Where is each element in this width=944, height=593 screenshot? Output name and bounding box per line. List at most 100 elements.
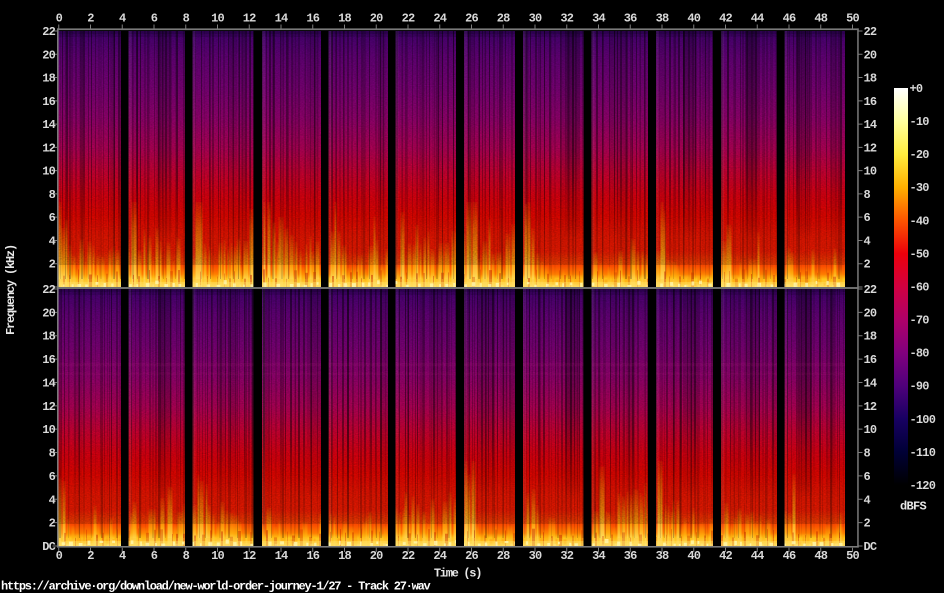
svg-text:10: 10 [864,423,877,437]
svg-text:20: 20 [370,549,383,563]
svg-text:2: 2 [864,258,871,272]
svg-text:16: 16 [42,95,55,109]
svg-text:20: 20 [42,48,55,62]
svg-text:DC: DC [42,540,55,554]
svg-text:16: 16 [42,353,55,367]
svg-text:22: 22 [402,12,415,26]
svg-text:22: 22 [42,25,55,39]
svg-text:40: 40 [687,12,700,26]
svg-text:-110: -110 [910,446,936,460]
svg-text:2: 2 [87,12,94,26]
svg-text:16: 16 [864,95,877,109]
svg-text:-10: -10 [910,115,930,129]
svg-text:26: 26 [465,12,478,26]
svg-text:Frequency (kHz): Frequency (kHz) [4,245,18,335]
svg-text:4: 4 [49,493,56,507]
svg-text:https://archive·org/download/n: https://archive·org/download/new-world-o… [1,580,431,593]
svg-text:10: 10 [42,165,55,179]
svg-text:30: 30 [529,12,542,26]
svg-text:-90: -90 [910,380,930,394]
svg-text:18: 18 [338,549,351,563]
svg-text:-120: -120 [910,479,936,493]
svg-text:DC: DC [864,540,877,554]
svg-text:6: 6 [151,12,158,26]
svg-text:42: 42 [719,12,732,26]
svg-text:10: 10 [42,423,55,437]
svg-text:2: 2 [87,549,94,563]
svg-text:Time (s): Time (s) [434,567,481,581]
svg-text:6: 6 [864,470,871,484]
svg-text:14: 14 [42,377,55,391]
svg-text:12: 12 [243,549,256,563]
svg-text:22: 22 [864,283,877,297]
svg-text:46: 46 [783,549,796,563]
svg-text:26: 26 [465,549,478,563]
svg-text:8: 8 [183,549,190,563]
svg-text:38: 38 [656,549,669,563]
svg-text:36: 36 [624,549,637,563]
svg-text:-100: -100 [910,413,936,427]
svg-text:14: 14 [864,377,877,391]
svg-text:8: 8 [49,447,56,461]
svg-text:10: 10 [211,549,224,563]
svg-text:42: 42 [719,549,732,563]
svg-text:46: 46 [783,12,796,26]
svg-text:16: 16 [306,549,319,563]
svg-text:22: 22 [42,283,55,297]
svg-text:4: 4 [119,12,126,26]
svg-text:18: 18 [42,330,55,344]
svg-text:14: 14 [42,118,55,132]
svg-text:20: 20 [864,306,877,320]
svg-text:32: 32 [560,549,573,563]
svg-text:34: 34 [592,12,605,26]
svg-text:2: 2 [864,517,871,531]
svg-text:32: 32 [560,12,573,26]
svg-text:20: 20 [864,48,877,62]
svg-text:20: 20 [42,306,55,320]
svg-text:50: 50 [846,12,859,26]
svg-text:44: 44 [751,12,764,26]
svg-text:4: 4 [119,549,126,563]
svg-text:6: 6 [151,549,158,563]
svg-text:18: 18 [42,72,55,86]
svg-text:-70: -70 [910,314,930,328]
svg-text:-40: -40 [910,214,930,228]
svg-text:2: 2 [49,517,56,531]
svg-text:22: 22 [864,25,877,39]
svg-text:4: 4 [864,493,871,507]
svg-text:4: 4 [864,235,871,249]
svg-text:12: 12 [42,141,55,155]
svg-text:36: 36 [624,12,637,26]
svg-text:30: 30 [529,549,542,563]
svg-text:-20: -20 [910,148,930,162]
svg-text:12: 12 [864,400,877,414]
svg-text:14: 14 [275,12,288,26]
svg-text:12: 12 [243,12,256,26]
svg-text:18: 18 [864,330,877,344]
svg-text:28: 28 [497,549,510,563]
svg-text:-30: -30 [910,181,930,195]
svg-text:34: 34 [592,549,605,563]
svg-text:6: 6 [864,211,871,225]
svg-text:+0: +0 [910,82,923,96]
svg-text:48: 48 [814,12,827,26]
svg-text:8: 8 [864,447,871,461]
svg-text:4: 4 [49,235,56,249]
svg-text:2: 2 [49,258,56,272]
svg-text:18: 18 [864,72,877,86]
svg-text:-60: -60 [910,281,930,295]
svg-text:28: 28 [497,12,510,26]
svg-text:0: 0 [56,549,63,563]
svg-text:22: 22 [402,549,415,563]
svg-text:8: 8 [49,188,56,202]
svg-text:48: 48 [814,549,827,563]
svg-text:10: 10 [864,165,877,179]
svg-text:44: 44 [751,549,764,563]
svg-text:6: 6 [49,211,56,225]
svg-text:10: 10 [211,12,224,26]
svg-text:24: 24 [433,12,446,26]
svg-text:12: 12 [42,400,55,414]
svg-text:0: 0 [56,12,63,26]
svg-text:18: 18 [338,12,351,26]
svg-text:24: 24 [433,549,446,563]
